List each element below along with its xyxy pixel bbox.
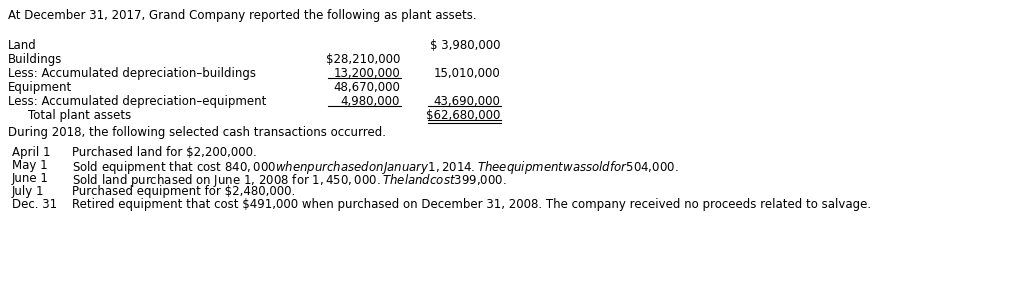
Text: Purchased land for $2,200,000.: Purchased land for $2,200,000.: [72, 146, 257, 159]
Text: $62,680,000: $62,680,000: [426, 109, 500, 122]
Text: During 2018, the following selected cash transactions occurred.: During 2018, the following selected cash…: [8, 126, 386, 139]
Text: Land: Land: [8, 39, 37, 52]
Text: Dec. 31: Dec. 31: [12, 198, 57, 211]
Text: Buildings: Buildings: [8, 53, 62, 66]
Text: Less: Accumulated depreciation–equipment: Less: Accumulated depreciation–equipment: [8, 95, 266, 108]
Text: $28,210,000: $28,210,000: [326, 53, 400, 66]
Text: April 1: April 1: [12, 146, 50, 159]
Text: At December 31, 2017, Grand Company reported the following as plant assets.: At December 31, 2017, Grand Company repo…: [8, 9, 476, 22]
Text: 4,980,000: 4,980,000: [341, 95, 400, 108]
Text: 43,690,000: 43,690,000: [433, 95, 500, 108]
Text: June 1: June 1: [12, 172, 49, 185]
Text: 15,010,000: 15,010,000: [433, 67, 500, 80]
Text: Total plant assets: Total plant assets: [28, 109, 131, 122]
Text: 13,200,000: 13,200,000: [333, 67, 400, 80]
Text: Sold land purchased on June 1, 2008 for $1,450,000. The land cost $399,000.: Sold land purchased on June 1, 2008 for …: [72, 172, 507, 189]
Text: Less: Accumulated depreciation–buildings: Less: Accumulated depreciation–buildings: [8, 67, 256, 80]
Text: July 1: July 1: [12, 185, 44, 198]
Text: Sold equipment that cost $840,000 when purchased on January 1, 2014. The equipme: Sold equipment that cost $840,000 when p…: [72, 159, 679, 176]
Text: May 1: May 1: [12, 159, 48, 172]
Text: 48,670,000: 48,670,000: [333, 81, 400, 94]
Text: Retired equipment that cost $491,000 when purchased on December 31, 2008. The co: Retired equipment that cost $491,000 whe…: [72, 198, 871, 211]
Text: Purchased equipment for $2,480,000.: Purchased equipment for $2,480,000.: [72, 185, 295, 198]
Text: $ 3,980,000: $ 3,980,000: [429, 39, 500, 52]
Text: Equipment: Equipment: [8, 81, 73, 94]
